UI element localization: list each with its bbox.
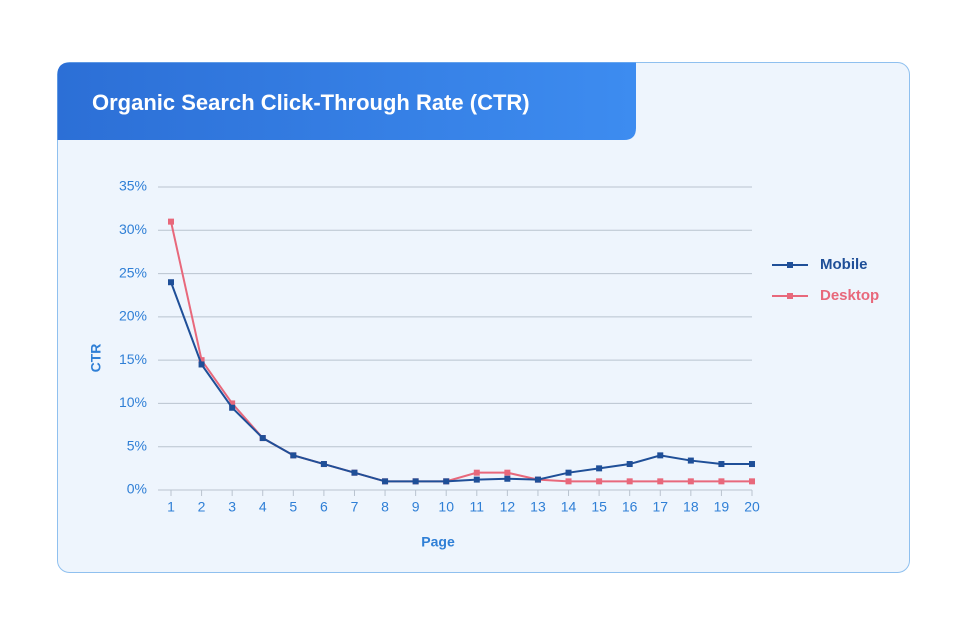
data-point	[718, 461, 725, 468]
y-tick-label: 15%	[119, 351, 147, 367]
data-point	[198, 361, 205, 368]
x-tick-label: 5	[289, 499, 297, 515]
data-point	[504, 469, 511, 476]
data-point	[412, 478, 419, 485]
x-tick-label: 3	[228, 499, 236, 515]
data-point	[473, 476, 480, 483]
x-tick-label: 7	[351, 499, 359, 515]
y-tick-label: 5%	[127, 437, 147, 453]
x-tick-label: 10	[438, 499, 454, 515]
x-tick-label: 15	[591, 499, 607, 515]
x-axis-label: Page	[421, 534, 455, 550]
data-point	[198, 357, 205, 364]
data-point	[290, 452, 297, 459]
data-point	[351, 469, 358, 476]
y-axis-label: CTR	[88, 344, 104, 373]
data-point	[382, 478, 389, 485]
data-point	[259, 435, 266, 442]
data-point	[443, 478, 450, 485]
data-point	[229, 400, 236, 407]
legend-label: Desktop	[820, 287, 879, 304]
x-tick-label: 18	[683, 499, 699, 515]
x-tick-label: 4	[259, 499, 267, 515]
x-tick-label: 1	[167, 499, 175, 515]
data-point	[320, 461, 327, 468]
data-point	[657, 452, 664, 459]
data-point	[565, 469, 572, 476]
data-point	[168, 218, 174, 225]
data-point	[168, 279, 174, 286]
y-tick-label: 30%	[119, 221, 147, 237]
x-tick-label: 13	[530, 499, 546, 515]
data-point	[687, 478, 694, 485]
y-tick-label: 25%	[119, 264, 147, 280]
data-point	[626, 478, 633, 485]
x-tick-label: 6	[320, 499, 328, 515]
data-point	[657, 478, 664, 485]
x-tick-label: 19	[714, 499, 730, 515]
x-tick-label: 9	[412, 499, 420, 515]
chart-title: Organic Search Click-Through Rate (CTR)	[92, 90, 530, 115]
data-point	[596, 478, 603, 485]
legend-marker	[787, 293, 793, 299]
data-point	[749, 478, 755, 485]
y-tick-label: 35%	[119, 178, 147, 194]
data-point	[687, 457, 694, 464]
x-tick-label: 20	[744, 499, 760, 515]
x-tick-label: 16	[622, 499, 638, 515]
data-point	[718, 478, 725, 485]
legend-marker	[787, 262, 793, 268]
data-point	[534, 476, 541, 483]
y-tick-label: 0%	[127, 481, 147, 497]
x-tick-label: 14	[561, 499, 577, 515]
legend-label: Mobile	[820, 256, 868, 273]
x-tick-label: 12	[500, 499, 516, 515]
x-tick-label: 11	[470, 499, 485, 515]
data-point	[565, 478, 572, 485]
x-tick-label: 17	[652, 499, 668, 515]
y-tick-label: 20%	[119, 308, 147, 324]
data-point	[473, 469, 480, 476]
series-line	[170, 281, 752, 483]
x-tick-label: 8	[381, 499, 389, 515]
data-point	[504, 475, 511, 482]
title-banner	[57, 62, 636, 140]
data-point	[749, 461, 755, 468]
y-tick-label: 10%	[119, 394, 147, 410]
x-tick-label: 2	[198, 499, 206, 515]
data-point	[229, 404, 236, 411]
data-point	[626, 461, 633, 468]
data-point	[596, 465, 603, 472]
